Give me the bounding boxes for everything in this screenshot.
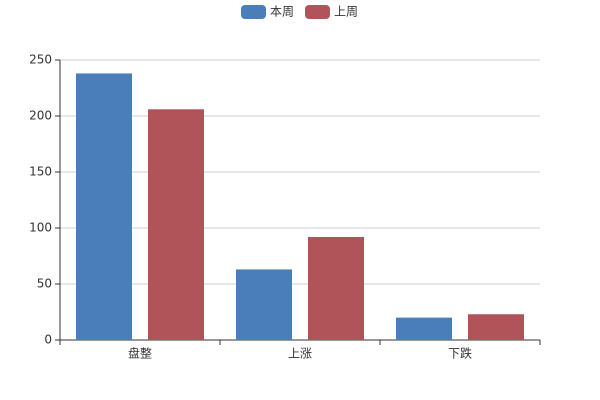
legend-label[interactable]: 上周 bbox=[334, 5, 358, 19]
y-tick-label: 50 bbox=[37, 277, 52, 291]
bar bbox=[148, 109, 204, 340]
bar bbox=[76, 73, 132, 340]
legend-label[interactable]: 本周 bbox=[270, 5, 294, 19]
y-tick-label: 150 bbox=[29, 165, 52, 179]
y-tick-label: 250 bbox=[29, 53, 52, 67]
y-tick-label: 0 bbox=[44, 333, 52, 347]
bar bbox=[396, 317, 452, 340]
x-tick-label: 下跌 bbox=[448, 346, 472, 361]
x-tick-label: 上涨 bbox=[288, 346, 312, 361]
y-tick-label: 100 bbox=[29, 221, 52, 235]
bar bbox=[308, 236, 364, 340]
bar bbox=[236, 269, 292, 340]
y-tick-label: 200 bbox=[29, 109, 52, 123]
legend-icon[interactable] bbox=[241, 5, 266, 19]
x-tick-label: 盘整 bbox=[128, 346, 152, 361]
legend-icon[interactable] bbox=[305, 5, 330, 19]
bar bbox=[468, 314, 524, 340]
